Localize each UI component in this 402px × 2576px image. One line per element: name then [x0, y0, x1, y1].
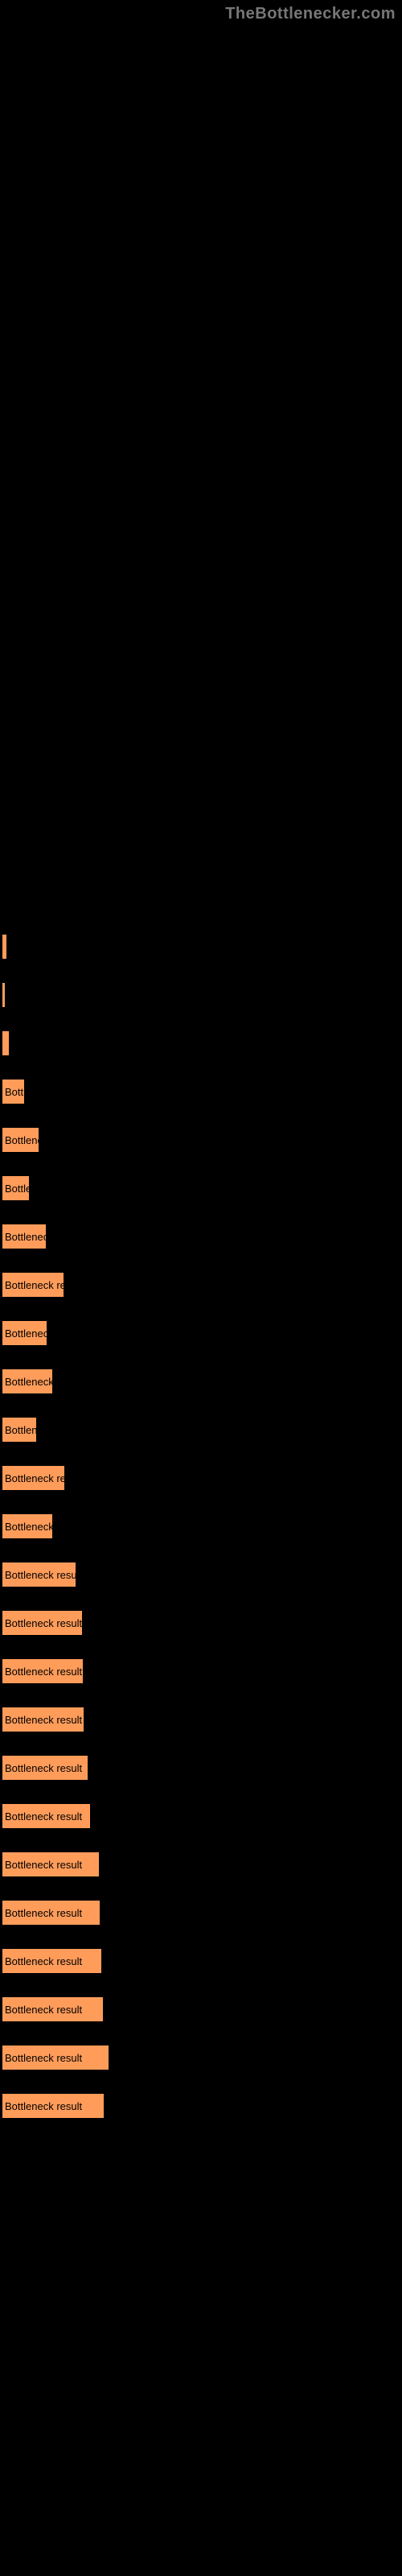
bar-row: Bottleneck re: [2, 1368, 402, 1394]
bar-row: Bottleneck result: [2, 1562, 402, 1587]
bar-row: Bottle: [2, 1079, 402, 1104]
bar-label: Bottleneck result: [5, 1859, 82, 1871]
bar-row: Bottleneck resul: [2, 1465, 402, 1491]
bar-row: Bottleneck result: [2, 1707, 402, 1732]
footer-blank-region: [0, 2141, 402, 2161]
bar: Bottleneck result: [2, 1755, 88, 1781]
bar-label: Bottleneck r: [5, 1327, 47, 1340]
bar-label: Bottleneck result: [5, 1907, 82, 1919]
bar-label: Bottleneck result: [5, 1955, 82, 1967]
bar: Bottleneck r: [2, 1224, 47, 1249]
bar: Bottleneck r: [2, 1320, 47, 1346]
bar-row: Bottleneck result: [2, 2045, 402, 2070]
watermark: TheBottlenecker.com: [225, 5, 396, 23]
bar-label: Bottleneck result: [5, 2052, 82, 2064]
bar-label: Bottleneck result: [5, 1762, 82, 1774]
bar-row: [2, 1030, 402, 1056]
bar-row: Bottleneck result: [2, 1948, 402, 1974]
bar-row: Bottleneck result: [2, 1900, 402, 1926]
bar: Bottleneck result: [2, 1610, 83, 1636]
bar-row: Bottleneck re: [2, 1513, 402, 1539]
bar-row: [2, 934, 402, 960]
bar: [2, 934, 7, 960]
bar: Bottleneck resul: [2, 1465, 65, 1491]
bar: Bottleneck result: [2, 1852, 100, 1877]
bar-row: [2, 982, 402, 1008]
bar: Bottleneck: [2, 1127, 39, 1153]
bar-row: Bottlen: [2, 1175, 402, 1201]
bar: Bottlen: [2, 1175, 30, 1201]
bar-label: Bottleneck re: [5, 1376, 53, 1388]
bar: Bottleneck result: [2, 1900, 100, 1926]
bar-row: Bottleneck result: [2, 1996, 402, 2022]
bar: Bottlenec: [2, 1417, 37, 1443]
bar-label: Bottlenec: [5, 1424, 37, 1436]
bar: Bottleneck result: [2, 1658, 84, 1684]
header-blank-region: [0, 0, 402, 934]
bar-label: Bottleneck result: [5, 1810, 82, 1823]
bar-label: Bottleneck result: [5, 2100, 82, 2112]
bar: [2, 1030, 10, 1056]
bar-row: Bottleneck r: [2, 1224, 402, 1249]
bar-label: Bottleneck result: [5, 1569, 76, 1581]
bar: Bottleneck result: [2, 1996, 104, 2022]
bar-label: Bottleneck resul: [5, 1472, 65, 1484]
bar: Bottleneck result: [2, 1562, 76, 1587]
bar-label: Bottleneck result: [5, 1666, 82, 1678]
bar-row: Bottleneck result: [2, 1610, 402, 1636]
bar: Bottleneck re: [2, 1513, 53, 1539]
bar-label: Bottleneck result: [5, 1714, 82, 1726]
bar: Bottleneck resul: [2, 1272, 64, 1298]
bar-label: Bottle: [5, 1086, 25, 1098]
bar-row: Bottleneck: [2, 1127, 402, 1153]
bar-row: Bottleneck r: [2, 1320, 402, 1346]
bar: Bottleneck result: [2, 1803, 91, 1829]
bar: Bottleneck result: [2, 2045, 109, 2070]
bar-label: Bottleneck r: [5, 1231, 47, 1243]
bar-label: Bottleneck resul: [5, 1279, 64, 1291]
bar: [2, 982, 6, 1008]
bar-row: Bottleneck result: [2, 1803, 402, 1829]
bar-label: Bottleneck: [5, 1134, 39, 1146]
bar-label: Bottlen: [5, 1183, 30, 1195]
bar: Bottleneck result: [2, 1948, 102, 1974]
bar: Bottleneck re: [2, 1368, 53, 1394]
bar: Bottleneck result: [2, 1707, 84, 1732]
bar: Bottle: [2, 1079, 25, 1104]
bar-row: Bottleneck result: [2, 2093, 402, 2119]
bar-label: Bottleneck re: [5, 1521, 53, 1533]
bar-row: Bottlenec: [2, 1417, 402, 1443]
bar-label: Bottleneck result: [5, 2004, 82, 2016]
bar-row: Bottleneck result: [2, 1755, 402, 1781]
bottleneck-bar-chart: Bottle Bottleneck Bottlen Bottleneck r Bottl…: [0, 934, 402, 2119]
bar-row: Bottleneck result: [2, 1852, 402, 1877]
bar-label: Bottleneck result: [5, 1617, 82, 1629]
bar: Bottleneck result: [2, 2093, 105, 2119]
bar-row: Bottleneck resul: [2, 1272, 402, 1298]
bar-row: Bottleneck result: [2, 1658, 402, 1684]
